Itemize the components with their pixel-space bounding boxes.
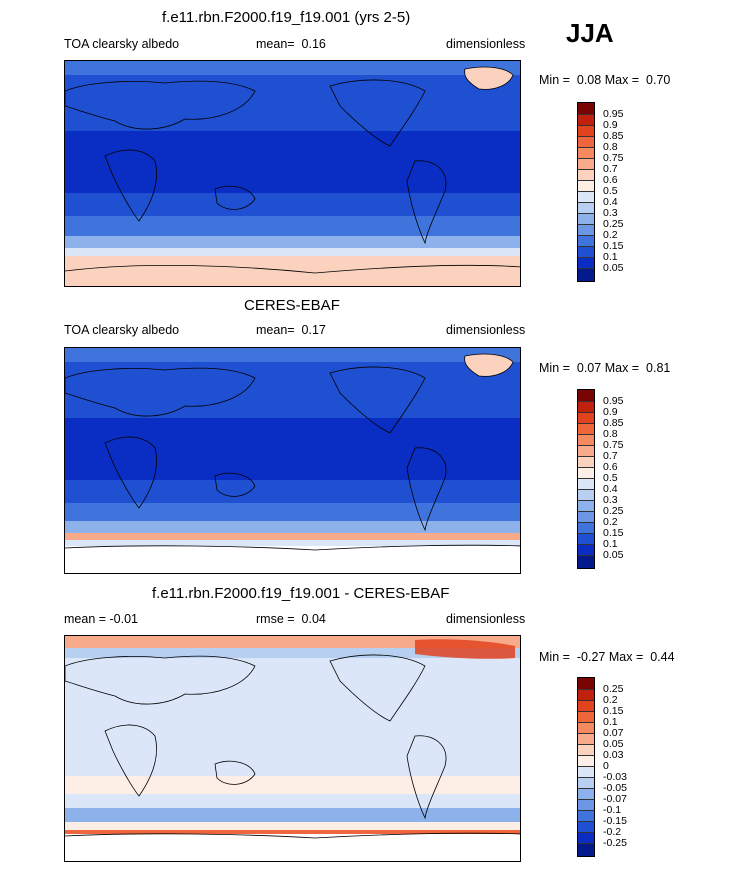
panel3-tick: 0.15 [603,705,624,717]
panel1-title: f.e11.rbn.F2000.f19_f19.001 (yrs 2-5) [162,9,411,26]
panel2-tick: 0.7 [603,450,618,462]
panel2-tick: 0.9 [603,406,618,418]
panel3-tick: -0.05 [603,782,627,794]
panel1-min-value: 0.08 [576,73,602,87]
panel1-tick: 0.05 [603,262,624,274]
panel1-tick: 0.4 [603,196,618,208]
panel1-tick: 0.9 [603,119,618,131]
panel2-variable-label: TOA clearsky albedo [64,323,180,337]
panel2-map-plot [65,348,520,573]
panel2-tick: 0.25 [603,505,624,517]
season-label: JJA [566,18,614,48]
panel2-tick: 0.2 [603,516,618,528]
panel2-tick: 0.8 [603,428,618,440]
panel3-tick: -0.1 [603,804,622,816]
panel1-tick: 0.15 [603,240,624,252]
panel3-tick: 0.03 [603,749,624,761]
panel2-stat-label: mean= [256,323,295,337]
panel1-tick: 0.7 [603,163,618,175]
panel2-tick: 0.95 [603,395,624,407]
panel3-tick: -0.25 [603,837,627,849]
panel2-tick: 0.5 [603,472,618,484]
panel1-tick: 0.75 [603,152,624,164]
panel2-tick: 0.05 [603,549,624,561]
panel2-stat: mean= 0.17 [256,323,326,337]
panel2-max-label: Max = [604,361,640,375]
panel1-tick: 0.95 [603,108,624,120]
panel3-tick: 0 [603,760,609,772]
panel2-tick: 0.1 [603,538,618,550]
panel1-variable-label: TOA clearsky albedo [64,37,180,51]
panel2-tick: 0.4 [603,483,618,495]
panel3-min-label: Min = [539,650,570,664]
panel1-stat-value: 0.16 [301,37,326,51]
panel2-colorbar [577,389,595,569]
panel1-tick: 0.3 [603,207,618,219]
panel3-tick: 0.05 [603,738,624,750]
panel2-minmax: Min = 0.07 Max = 0.81 [539,361,670,375]
panel3-tick: 0.1 [603,716,618,728]
panel3-minmax: Min = -0.27 Max = 0.44 [539,650,675,664]
panel2-tick: 0.85 [603,417,624,429]
panel2-map [64,347,521,574]
panel2-tick: 0.3 [603,494,618,506]
panel2-title: CERES-EBAF [244,297,340,314]
panel3-min-value: -0.27 [576,650,606,664]
panel1-map-plot [65,61,520,286]
panel3-tick: 0.25 [603,683,624,695]
panel1-tick: 0.2 [603,229,618,241]
panel3-title: f.e11.rbn.F2000.f19_f19.001 - CERES-EBAF [152,585,450,602]
panel1-tick: 0.6 [603,174,618,186]
panel2-min-label: Min = [539,361,570,375]
panel3-map [64,635,521,862]
panel1-stat-label: mean= [256,37,295,51]
panel1-tick: 0.25 [603,218,624,230]
panel1-minmax: Min = 0.08 Max = 0.70 [539,73,670,87]
panel3-tick: -0.15 [603,815,627,827]
panel1-tick: 0.1 [603,251,618,263]
panel2-units: dimensionless [446,323,526,337]
panel3-tick: 0.2 [603,694,618,706]
panel3-units: dimensionless [446,612,526,626]
panel1-stat: mean= 0.16 [256,37,326,51]
panel2-tick: 0.75 [603,439,624,451]
panel2-tick: 0.6 [603,461,618,473]
panel3-tick: 0.07 [603,727,624,739]
panel2-tick: 0.15 [603,527,624,539]
panel1-map [64,60,521,287]
panel2-min-value: 0.07 [576,361,602,375]
panel1-tick: 0.5 [603,185,618,197]
panel3-stat-value: 0.04 [301,612,326,626]
panel3-colorbar [577,677,595,857]
panel1-max-label: Max = [604,73,640,87]
panel3-stat: rmse = 0.04 [256,612,326,626]
panel1-colorbar [577,102,595,282]
panel1-tick: 0.8 [603,141,618,153]
panel1-max-value: 0.70 [646,73,671,87]
panel1-min-label: Min = [539,73,570,87]
panel1-tick: 0.85 [603,130,624,142]
panel3-max-value: 0.44 [650,650,675,664]
panel2-stat-value: 0.17 [301,323,326,337]
panel3-max-label: Max = [608,650,644,664]
panel1-units: dimensionless [446,37,526,51]
panel3-stat-label: rmse = [256,612,295,626]
panel2-max-value: 0.81 [646,361,671,375]
panel3-tick: -0.2 [603,826,622,838]
panel3-tick: -0.03 [603,771,627,783]
panel3-map-plot [65,636,520,861]
panel3-tick: -0.07 [603,793,627,805]
panel3-mean-label: mean = -0.01 [64,612,139,626]
